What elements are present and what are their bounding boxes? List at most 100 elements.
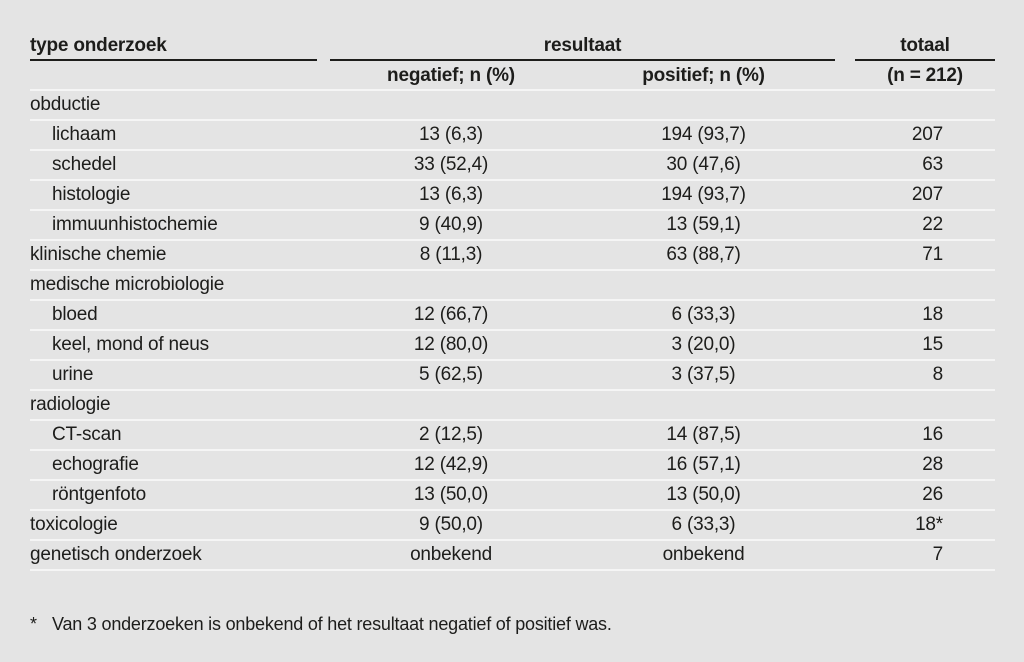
totaal-value: 26 xyxy=(922,484,943,505)
row-label: histologie xyxy=(52,184,131,205)
positief-value: 3 (37,5) xyxy=(671,364,736,385)
row-label: schedel xyxy=(52,154,117,175)
row-gap xyxy=(835,151,855,179)
row-gap xyxy=(835,301,855,329)
negatief-value: 9 (50,0) xyxy=(419,514,483,535)
totaal-value: 22 xyxy=(922,214,943,235)
negatief-value: 2 (12,5) xyxy=(419,424,483,445)
totaal-value: 207 xyxy=(911,124,943,145)
positief-value: 6 (33,3) xyxy=(671,514,736,535)
row-gap xyxy=(835,331,855,359)
row-label: röntgenfoto xyxy=(52,484,146,505)
row-label: lichaam xyxy=(52,124,117,145)
totaal-value: 16 xyxy=(922,424,943,445)
row-gap xyxy=(835,181,855,209)
table-row-schedel: schedel 33 (52,4) 30 (47,6) 63 xyxy=(30,151,995,181)
positief-value: 194 (93,7) xyxy=(661,124,746,145)
negatief-value xyxy=(330,91,572,119)
negatief-value: 5 (62,5) xyxy=(419,364,483,385)
negatief-value: 8 (11,3) xyxy=(419,244,483,265)
header-spacer xyxy=(835,35,855,61)
table-row-obductie: obductie xyxy=(30,91,995,121)
row-gap xyxy=(835,391,855,419)
row-label: radiologie xyxy=(30,394,111,415)
positief-value: 63 (88,7) xyxy=(666,244,741,265)
row-gap xyxy=(835,121,855,149)
totaal-value: 28 xyxy=(922,454,943,475)
positief-value xyxy=(572,271,835,299)
table-row-toxicologie: toxicologie 9 (50,0) 6 (33,3) 18* xyxy=(30,511,995,541)
totaal-value: 8 xyxy=(932,364,944,385)
positief-value: 13 (59,1) xyxy=(666,214,741,235)
table-row-immuunhistochemie: immuunhistochemie 9 (40,9) 13 (59,1) 22 xyxy=(30,211,995,241)
row-label: toxicologie xyxy=(30,514,118,535)
row-gap xyxy=(835,421,855,449)
table-row-histologie: histologie 13 (6,3) 194 (93,7) 207 xyxy=(30,181,995,211)
table-row-medische-microbiologie: medische microbiologie xyxy=(30,271,995,301)
row-label: obductie xyxy=(30,94,101,115)
row-label: klinische chemie xyxy=(30,244,167,265)
row-gap xyxy=(835,361,855,389)
column-group-resultaat: resultaat xyxy=(330,33,835,61)
table-row-echografie: echografie 12 (42,9) 16 (57,1) 28 xyxy=(30,451,995,481)
table-row-rontgenfoto: röntgenfoto 13 (50,0) 13 (50,0) 26 xyxy=(30,481,995,511)
column-header-totaal: totaal xyxy=(855,33,995,61)
row-gap xyxy=(835,511,855,539)
row-gap xyxy=(835,241,855,269)
row-gap xyxy=(835,541,855,569)
footnote: * Van 3 onderzoeken is onbekend of het r… xyxy=(30,613,995,635)
negatief-value: 13 (50,0) xyxy=(413,484,489,505)
table-row-radiologie: radiologie xyxy=(30,391,995,421)
table-header-groups: type onderzoek resultaat totaal xyxy=(30,33,995,61)
negatief-value: onbekend xyxy=(410,544,492,565)
totaal-value: 18 xyxy=(922,304,943,325)
negatief-value: 12 (80,0) xyxy=(413,334,489,355)
totaal-value: 71 xyxy=(922,244,943,265)
table-row-lichaam: lichaam 13 (6,3) 194 (93,7) 207 xyxy=(30,121,995,151)
row-label: keel, mond of neus xyxy=(52,334,209,355)
table-row-keel-mond-of-neus: keel, mond of neus 12 (80,0) 3 (20,0) 15 xyxy=(30,331,995,361)
header-gap xyxy=(835,61,855,89)
totaal-value: 15 xyxy=(922,334,943,355)
positief-value: 14 (87,5) xyxy=(666,424,741,445)
positief-value: 3 (20,0) xyxy=(671,334,736,355)
negatief-value: 9 (40,9) xyxy=(419,214,483,235)
positief-value: 194 (93,7) xyxy=(661,184,746,205)
negatief-value xyxy=(330,271,572,299)
negatief-value: 12 (66,7) xyxy=(413,304,489,325)
column-header-type-onderzoek: type onderzoek xyxy=(30,33,317,61)
column-header-totaal-n: (n = 212) xyxy=(887,65,963,86)
row-label: immuunhistochemie xyxy=(52,214,218,235)
table-row-bloed: bloed 12 (66,7) 6 (33,3) 18 xyxy=(30,301,995,331)
footnote-asterisk: * xyxy=(30,614,37,634)
row-gap xyxy=(835,211,855,239)
negatief-value xyxy=(330,391,572,419)
table-figure: type onderzoek resultaat totaal negatief… xyxy=(30,33,995,635)
column-header-negatief: negatief; n (%) xyxy=(387,65,515,86)
table-row-ct-scan: CT-scan 2 (12,5) 14 (87,5) 16 xyxy=(30,421,995,451)
row-gap xyxy=(835,451,855,479)
negatief-value: 12 (42,9) xyxy=(413,454,489,475)
table-row-genetisch-onderzoek: genetisch onderzoek onbekend onbekend 7 xyxy=(30,541,995,571)
negatief-value: 13 (6,3) xyxy=(419,184,483,205)
row-label: genetisch onderzoek xyxy=(30,544,202,565)
positief-value: 13 (50,0) xyxy=(666,484,741,505)
row-label: urine xyxy=(52,364,94,385)
table-row-urine: urine 5 (62,5) 3 (37,5) 8 xyxy=(30,361,995,391)
negatief-value: 13 (6,3) xyxy=(419,124,483,145)
row-gap xyxy=(835,481,855,509)
footnote-text: Van 3 onderzoeken is onbekend of het res… xyxy=(52,614,612,634)
totaal-value: 207 xyxy=(911,184,943,205)
row-label: medische microbiologie xyxy=(30,274,225,295)
positief-value: 30 (47,6) xyxy=(666,154,741,175)
totaal-value xyxy=(855,91,995,119)
row-gap xyxy=(835,91,855,119)
row-label: CT-scan xyxy=(52,424,122,445)
totaal-value xyxy=(855,271,995,299)
positief-value: 16 (57,1) xyxy=(666,454,741,475)
table-row-klinische-chemie: klinische chemie 8 (11,3) 63 (88,7) 71 xyxy=(30,241,995,271)
row-label: echografie xyxy=(52,454,139,475)
row-label: bloed xyxy=(52,304,98,325)
negatief-value: 33 (52,4) xyxy=(413,154,489,175)
column-header-positief: positief; n (%) xyxy=(642,65,765,86)
